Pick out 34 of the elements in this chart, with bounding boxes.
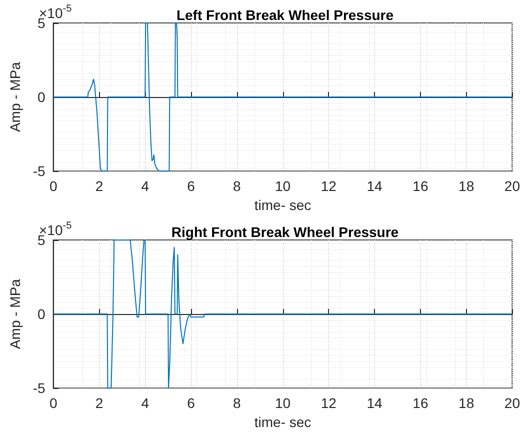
x-tick-label: 4	[141, 395, 150, 412]
x-axis-title: time- sec	[254, 197, 312, 213]
x-tick-label: 8	[232, 178, 241, 194]
x-tick-label: 10	[274, 178, 291, 194]
x-tick-label: 18	[458, 178, 474, 194]
x-tick-label: 12	[320, 395, 337, 412]
x-tick-label: 8	[232, 395, 241, 412]
y-tick-label: 0	[38, 89, 46, 106]
y-tick-label: -5	[32, 380, 46, 396]
y-axis-title: Amp - MPa	[7, 278, 23, 350]
chart-title: Right Front Break Wheel Pressure	[171, 224, 399, 240]
x-tick-label: 2	[95, 178, 104, 194]
y-tick-label: -5	[32, 163, 46, 180]
line-series	[52, 22, 513, 172]
chart-title: Left Front Break Wheel Pressure	[176, 7, 394, 23]
x-tick-label: 0	[49, 395, 58, 412]
x-tick-label: 12	[320, 178, 337, 194]
x-tick-label: 2	[95, 395, 104, 412]
x-tick-label: 0	[49, 178, 58, 194]
x-axis-title: time- sec	[254, 414, 312, 430]
x-tick-label: 10	[274, 395, 291, 412]
x-tick-label: 18	[458, 395, 474, 412]
y-axis-title: Amp - MPa	[7, 62, 23, 132]
x-tick-label: 16	[412, 395, 428, 412]
x-tick-label: 20	[504, 178, 520, 194]
x-tick-label: 20	[504, 395, 520, 412]
x-tick-label: 6	[187, 395, 196, 412]
x-tick-label: 14	[366, 178, 383, 194]
line-series	[52, 240, 513, 389]
x-tick-label: 14	[366, 395, 383, 412]
x-tick-label: 6	[187, 178, 196, 194]
x-tick-label: 16	[412, 178, 428, 194]
x-tick-label: 4	[141, 178, 150, 194]
y-tick-label: 0	[38, 306, 46, 322]
